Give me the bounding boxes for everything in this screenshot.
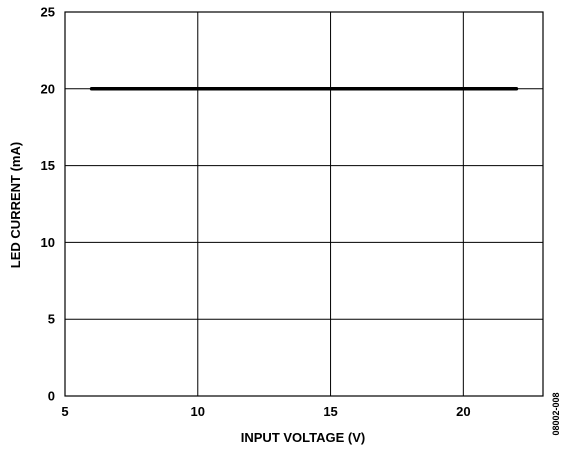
plot-frame	[64, 11, 544, 397]
y-tick-labels: 0 5 10 15 20 25	[41, 5, 55, 404]
y-tick-label: 20	[41, 81, 55, 96]
y-tick-label: 0	[48, 389, 55, 404]
x-axis-title: INPUT VOLTAGE (V)	[241, 430, 365, 445]
y-tick-label: 10	[41, 235, 55, 250]
x-tick-label: 5	[61, 404, 68, 419]
grid-lines	[65, 12, 543, 396]
x-tick-label: 20	[456, 404, 470, 419]
y-tick-label: 25	[41, 5, 55, 20]
figure-id-label: 08002-008	[551, 392, 561, 435]
x-tick-label: 10	[191, 404, 205, 419]
y-tick-label: 15	[41, 158, 55, 173]
x-tick-label: 15	[323, 404, 337, 419]
x-tick-labels: 5 10 15 20	[61, 404, 470, 419]
y-axis-title: LED CURRENT (mA)	[8, 142, 23, 268]
y-tick-label: 5	[48, 312, 55, 327]
